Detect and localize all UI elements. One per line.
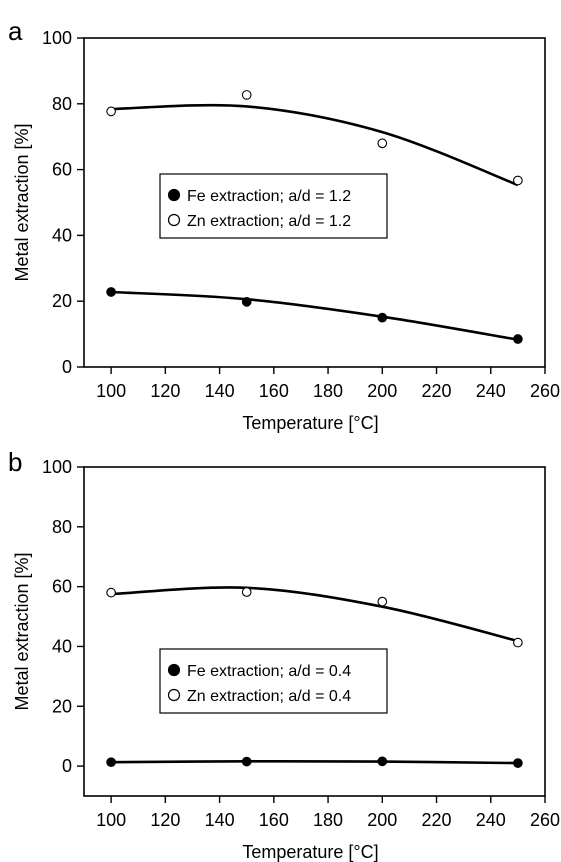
x-tick-label: 120 xyxy=(150,381,180,401)
y-tick-label: 80 xyxy=(52,94,72,114)
data-point-filled xyxy=(513,758,523,768)
x-tick-label: 220 xyxy=(422,381,452,401)
legend-box xyxy=(159,173,388,239)
y-tick-label: 100 xyxy=(42,28,72,48)
legend-label: Zn extraction; a/d = 1.2 xyxy=(187,213,351,230)
y-tick-label: 20 xyxy=(52,696,72,716)
data-point-filled xyxy=(513,334,523,344)
data-point-open xyxy=(241,90,252,100)
y-tick-label: 80 xyxy=(52,517,72,537)
y-tick-label: 100 xyxy=(42,457,72,477)
y-tick-label: 0 xyxy=(62,756,72,776)
data-point-open xyxy=(513,175,523,186)
y-tick-label: 60 xyxy=(52,160,72,180)
data-point-open xyxy=(513,637,523,648)
data-point-filled xyxy=(106,287,116,297)
data-point-open xyxy=(377,138,388,149)
x-tick-label: 200 xyxy=(367,810,397,830)
fit-curve xyxy=(111,586,519,643)
legend-marker-open xyxy=(167,688,181,702)
panel-letter: a xyxy=(8,16,23,46)
x-tick-label: 260 xyxy=(530,810,560,830)
x-tick-label: 100 xyxy=(96,381,126,401)
fit-curve xyxy=(111,290,519,341)
legend-label: Zn extraction; a/d = 0.4 xyxy=(187,688,351,705)
x-tick-label: 140 xyxy=(205,381,235,401)
data-point-filled xyxy=(377,756,388,767)
data-point-filled xyxy=(377,312,388,323)
data-point-filled xyxy=(241,756,252,767)
legend-label: Fe extraction; a/d = 1.2 xyxy=(187,188,351,205)
data-point-open xyxy=(241,587,252,597)
panel-letter: b xyxy=(8,447,22,477)
plot-frame xyxy=(83,466,546,797)
legend-marker-filled xyxy=(167,663,181,677)
x-tick-label: 240 xyxy=(476,381,506,401)
x-tick-label: 220 xyxy=(422,810,452,830)
y-axis-label: Metal extraction [%] xyxy=(12,552,32,710)
x-tick-label: 160 xyxy=(259,810,289,830)
fit-curve xyxy=(111,103,519,187)
x-tick-label: 260 xyxy=(530,381,560,401)
x-tick-label: 100 xyxy=(96,810,126,830)
legend-label: Fe extraction; a/d = 0.4 xyxy=(187,663,351,680)
data-point-filled xyxy=(106,757,116,768)
plot-frame xyxy=(83,37,546,368)
legend-marker-filled xyxy=(167,188,181,202)
y-axis-label: Metal extraction [%] xyxy=(12,123,32,281)
data-point-open xyxy=(377,596,388,607)
x-tick-label: 180 xyxy=(313,810,343,830)
data-point-open xyxy=(106,587,116,598)
x-tick-label: 120 xyxy=(150,810,180,830)
legend-box xyxy=(159,648,388,714)
x-tick-label: 140 xyxy=(205,810,235,830)
data-point-filled xyxy=(241,297,252,307)
x-axis-label: Temperature [°C] xyxy=(242,842,378,862)
y-tick-label: 40 xyxy=(52,225,72,245)
x-tick-label: 200 xyxy=(367,381,397,401)
x-tick-label: 160 xyxy=(259,381,289,401)
x-axis-label: Temperature [°C] xyxy=(242,413,378,433)
fit-curve xyxy=(111,759,518,765)
legend-marker-open xyxy=(167,213,181,227)
y-tick-label: 20 xyxy=(52,291,72,311)
y-tick-label: 0 xyxy=(62,357,72,377)
y-tick-label: 60 xyxy=(52,577,72,597)
x-tick-label: 180 xyxy=(313,381,343,401)
y-tick-label: 40 xyxy=(52,636,72,656)
data-point-open xyxy=(106,106,116,117)
x-tick-label: 240 xyxy=(476,810,506,830)
